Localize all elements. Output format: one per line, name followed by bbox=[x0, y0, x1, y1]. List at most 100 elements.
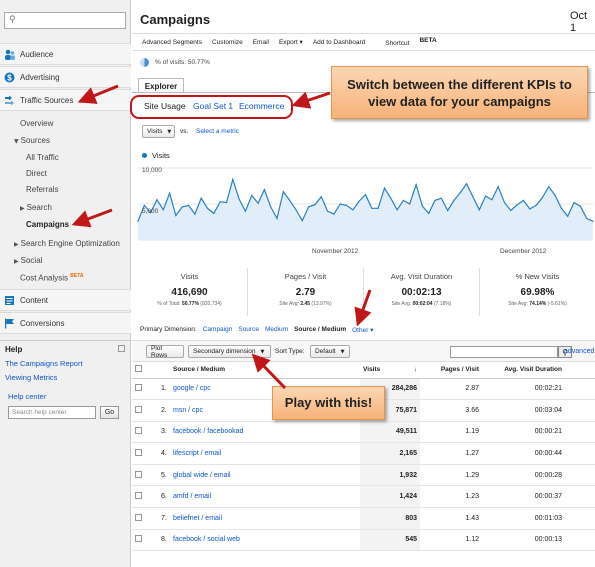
source-medium-link[interactable]: facebook / social web bbox=[173, 536, 240, 544]
data-point[interactable] bbox=[200, 197, 202, 199]
source-medium-link[interactable]: lifescript / email bbox=[173, 450, 222, 458]
metric-select[interactable]: Visits ▼ bbox=[142, 125, 175, 138]
data-point[interactable] bbox=[421, 205, 423, 207]
dimension-source[interactable]: Source bbox=[238, 326, 259, 333]
data-point[interactable] bbox=[447, 209, 449, 212]
help-link-viewing-metrics[interactable]: Viewing Metrics bbox=[5, 373, 58, 382]
data-point[interactable] bbox=[592, 220, 594, 222]
data-point[interactable] bbox=[377, 207, 379, 209]
data-point[interactable] bbox=[453, 199, 455, 201]
data-point[interactable] bbox=[168, 192, 171, 194]
data-point[interactable] bbox=[314, 204, 316, 206]
row-source-medium[interactable]: amfd / email bbox=[170, 485, 360, 509]
row-checkbox[interactable] bbox=[132, 507, 158, 530]
data-point[interactable] bbox=[364, 194, 367, 196]
advanced-filter-link[interactable]: advanced bbox=[564, 348, 595, 355]
date-range-picker[interactable]: Oct 1 bbox=[570, 10, 588, 34]
sort-type-select[interactable]: Default ▼ bbox=[310, 345, 350, 358]
data-point[interactable] bbox=[308, 206, 310, 208]
data-point[interactable] bbox=[263, 189, 265, 191]
row-checkbox[interactable] bbox=[132, 529, 158, 552]
secondary-dimension-select[interactable]: Secondary dimension ▼ bbox=[188, 345, 271, 358]
source-medium-link[interactable]: amfd / email bbox=[173, 493, 212, 501]
col-pages-per-visit[interactable]: Pages / Visit bbox=[420, 362, 482, 379]
sidebar-item-traffic-sources[interactable]: Traffic Sources bbox=[0, 89, 131, 111]
sidebar-item-audience[interactable]: Audience bbox=[0, 43, 131, 65]
data-point[interactable] bbox=[137, 220, 139, 222]
data-point[interactable] bbox=[402, 199, 405, 201]
shortcut-button[interactable]: Shortcut BETA bbox=[385, 36, 437, 48]
col-avg-visit-duration[interactable]: Avg. Visit Duration bbox=[482, 362, 565, 379]
data-point[interactable] bbox=[238, 198, 240, 200]
data-point[interactable] bbox=[428, 212, 430, 214]
data-point[interactable] bbox=[529, 208, 531, 210]
data-point[interactable] bbox=[251, 194, 253, 196]
customize-button[interactable]: Customize bbox=[211, 38, 243, 46]
sidebar-item-cost-analysis[interactable]: Cost Analysis BETA bbox=[20, 273, 84, 283]
data-point[interactable] bbox=[194, 213, 196, 215]
add-to-dashboard-button[interactable]: Add to Dashboard bbox=[312, 38, 366, 46]
row-checkbox[interactable] bbox=[132, 378, 158, 401]
data-point[interactable] bbox=[352, 209, 354, 211]
source-medium-link[interactable]: msn / cpc bbox=[173, 406, 203, 414]
data-point[interactable] bbox=[516, 204, 518, 206]
tab-site-usage[interactable]: Site Usage bbox=[144, 101, 186, 111]
tab-goal-set-1[interactable]: Goal Set 1 bbox=[193, 101, 234, 111]
sidebar-item-search[interactable]: ▶ Search bbox=[20, 203, 52, 212]
sidebar-item-all-traffic[interactable]: All Traffic bbox=[26, 153, 59, 162]
data-point[interactable] bbox=[548, 186, 550, 188]
data-point[interactable] bbox=[232, 178, 234, 181]
data-point[interactable] bbox=[497, 186, 499, 188]
help-go-button[interactable]: Go bbox=[100, 406, 119, 419]
data-point[interactable] bbox=[415, 183, 417, 186]
data-point[interactable] bbox=[510, 209, 512, 212]
advanced-segments-button[interactable]: Advanced Segments bbox=[142, 38, 202, 46]
data-point[interactable] bbox=[143, 204, 145, 207]
export-button[interactable]: Export ▾ bbox=[278, 39, 303, 46]
data-point[interactable] bbox=[409, 203, 411, 205]
data-point[interactable] bbox=[213, 212, 215, 214]
data-point[interactable] bbox=[478, 209, 480, 211]
source-medium-link[interactable]: facebook / facebookad bbox=[173, 428, 244, 436]
data-point[interactable] bbox=[396, 209, 398, 211]
data-point[interactable] bbox=[579, 205, 581, 207]
tab-ecommerce[interactable]: Ecommerce bbox=[239, 101, 285, 111]
data-point[interactable] bbox=[358, 200, 360, 202]
source-medium-link[interactable]: beliefnet / email bbox=[173, 514, 223, 522]
sidebar-item-direct[interactable]: Direct bbox=[26, 169, 47, 178]
dimension-medium[interactable]: Medium bbox=[264, 326, 289, 333]
data-point[interactable] bbox=[333, 213, 335, 215]
data-point[interactable] bbox=[535, 204, 537, 207]
data-point[interactable] bbox=[484, 195, 487, 197]
row-checkbox[interactable] bbox=[132, 464, 158, 487]
sidebar-item-advertising[interactable]: $ Advertising bbox=[0, 66, 131, 88]
data-point[interactable] bbox=[440, 197, 442, 199]
data-point[interactable] bbox=[466, 183, 468, 185]
row-checkbox[interactable] bbox=[132, 442, 158, 465]
data-point[interactable] bbox=[586, 217, 588, 219]
row-source-medium[interactable]: beliefnet / email bbox=[170, 507, 360, 530]
data-point[interactable] bbox=[225, 201, 228, 204]
data-point[interactable] bbox=[434, 199, 436, 201]
sidebar-item-conversions[interactable]: Conversions bbox=[0, 312, 131, 334]
dimension-source-medium[interactable]: Source / Medium bbox=[294, 326, 347, 333]
help-center-link[interactable]: Help center bbox=[8, 392, 47, 401]
data-point[interactable] bbox=[326, 210, 329, 212]
select-all-checkbox[interactable] bbox=[132, 362, 158, 379]
tab-explorer[interactable]: Explorer bbox=[138, 78, 184, 93]
data-point[interactable] bbox=[162, 209, 164, 211]
sidebar-item-sources[interactable]: ▼ Sources bbox=[14, 136, 50, 145]
source-medium-link[interactable]: global wide / email bbox=[173, 471, 231, 479]
data-point[interactable] bbox=[371, 207, 373, 209]
data-point[interactable] bbox=[573, 201, 575, 204]
row-checkbox[interactable] bbox=[132, 421, 158, 444]
col-source-medium[interactable]: Source / Medium bbox=[170, 362, 360, 379]
data-point[interactable] bbox=[257, 202, 259, 204]
sidebar-item-seo[interactable]: ▶ Search Engine Optimization bbox=[14, 239, 120, 248]
select-metric-link[interactable]: Select a metric bbox=[196, 128, 239, 135]
data-point[interactable] bbox=[491, 199, 493, 201]
data-point[interactable] bbox=[567, 215, 569, 217]
sidebar-item-campaigns[interactable]: Campaigns bbox=[26, 220, 70, 229]
data-point[interactable] bbox=[181, 206, 183, 208]
dimension-other[interactable]: Other ▾ bbox=[352, 327, 374, 334]
